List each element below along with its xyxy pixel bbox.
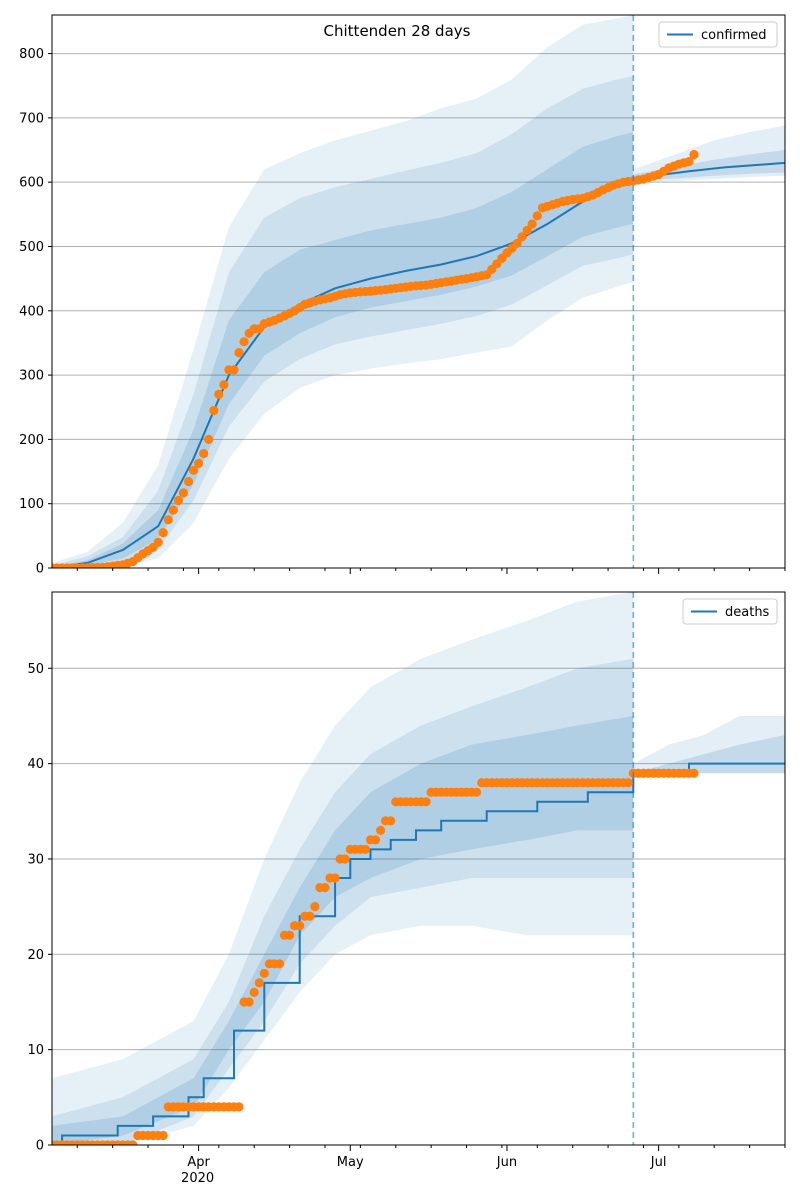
band-outer xyxy=(52,592,634,1145)
legend-box xyxy=(682,598,778,625)
y-tick-label: 20 xyxy=(27,948,44,963)
y-tick-label: 100 xyxy=(19,497,44,512)
x-tick-sublabel: 2020 xyxy=(181,1171,214,1186)
observed-point xyxy=(623,778,633,788)
observed-point xyxy=(360,844,370,855)
y-tick-label: 50 xyxy=(27,662,44,677)
observed-point xyxy=(527,219,537,229)
x-tick-label: Jun xyxy=(496,1155,517,1170)
observed-point xyxy=(376,825,386,836)
observed-point xyxy=(183,476,194,487)
observed-point xyxy=(386,816,396,826)
observed-point xyxy=(274,959,285,969)
observed-point xyxy=(173,495,183,506)
band-inner xyxy=(52,715,634,1145)
plot-area xyxy=(52,15,785,568)
x-tick-label: May xyxy=(337,1155,364,1170)
confirmed-chart-panel: 0 100 200 300 400 500 600 700 800 confirmed xyxy=(19,14,786,577)
median-line-confirmed xyxy=(52,161,785,568)
y-tick-label: 300 xyxy=(19,369,44,384)
observed-point xyxy=(421,797,431,807)
observed-point xyxy=(259,968,269,979)
y-tick-label: 10 xyxy=(27,1043,44,1058)
observed-point xyxy=(178,488,188,498)
observed-point xyxy=(199,448,209,459)
observed-point xyxy=(295,921,305,931)
observed-point xyxy=(188,465,199,475)
observed-point xyxy=(163,515,173,525)
axes-frame xyxy=(51,14,786,569)
y-tick-label: 0 xyxy=(36,562,44,577)
y-tick-label: 400 xyxy=(19,304,44,319)
observed-point xyxy=(209,405,219,416)
observed-point xyxy=(219,380,229,390)
observed-point xyxy=(214,389,224,399)
y-tick-label: 500 xyxy=(19,240,44,255)
legend-box xyxy=(658,21,778,48)
legend-label: deaths xyxy=(725,605,770,620)
observed-point xyxy=(128,1140,138,1145)
axes-frame xyxy=(51,591,786,1146)
y-tick-label: 40 xyxy=(27,757,44,772)
observed-point xyxy=(204,434,214,444)
observed-point xyxy=(254,978,264,988)
observed-point xyxy=(517,232,527,242)
observed-point xyxy=(153,537,163,547)
observed-point xyxy=(244,997,254,1007)
observed-point xyxy=(229,365,239,375)
observed-point xyxy=(168,505,178,515)
observed-point xyxy=(330,873,340,883)
observed-point xyxy=(285,930,295,940)
observed-point xyxy=(512,238,522,248)
observed-point xyxy=(684,157,694,167)
observed-point xyxy=(689,149,699,160)
x-tick-label: Jul xyxy=(650,1155,667,1170)
y-tick-label: 0 xyxy=(36,1139,44,1154)
y-tick-label: 800 xyxy=(19,47,44,62)
observed-point xyxy=(340,854,350,864)
x-tick-label: Apr xyxy=(187,1155,210,1170)
observed-point xyxy=(158,528,168,538)
observed-point xyxy=(532,211,542,221)
observed-point xyxy=(249,987,259,998)
y-tick-label: 700 xyxy=(19,111,44,126)
observed-point xyxy=(320,883,330,893)
observed-point xyxy=(310,902,320,912)
plot-area xyxy=(52,592,785,1145)
y-tick-label: 30 xyxy=(27,852,44,867)
legend: deaths xyxy=(682,598,778,625)
observed-point xyxy=(522,225,532,235)
observed-point xyxy=(472,787,482,797)
median-line-deaths xyxy=(52,762,785,1145)
legend: confirmed xyxy=(658,21,778,48)
band-middle xyxy=(52,76,634,568)
observed-point xyxy=(370,835,381,845)
figure-title: Chittenden 28 days xyxy=(324,22,471,40)
y-tick-label: 200 xyxy=(19,433,44,448)
y-tick-label: 600 xyxy=(19,176,44,191)
observed-point xyxy=(194,458,204,468)
observed-point xyxy=(158,1130,168,1141)
observed-point xyxy=(234,348,244,358)
band-forecast-outer xyxy=(633,715,785,774)
observed-point xyxy=(689,768,699,778)
observed-point xyxy=(234,1102,244,1112)
observed-point xyxy=(239,337,249,347)
observed-point xyxy=(305,911,315,921)
legend-label: confirmed xyxy=(701,28,767,43)
